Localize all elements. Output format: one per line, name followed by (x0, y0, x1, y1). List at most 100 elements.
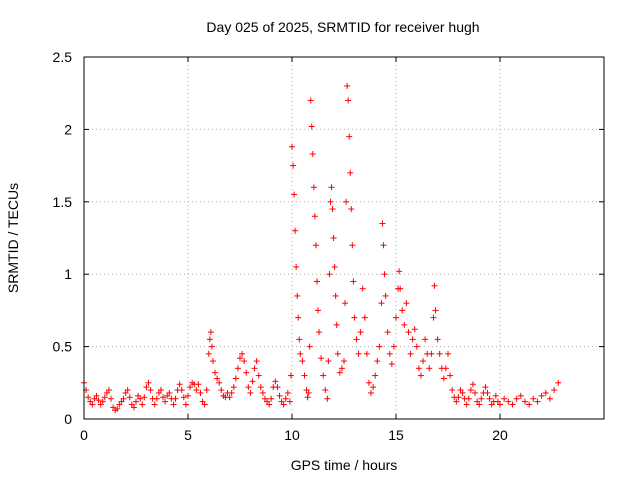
y-tick-label: 1 (64, 266, 72, 282)
data-point (357, 329, 364, 336)
data-point (440, 375, 447, 382)
data-point (381, 271, 388, 278)
data-point (551, 387, 558, 394)
data-point (331, 263, 338, 270)
data-point (326, 271, 333, 278)
data-point (320, 372, 327, 379)
x-tick-label: 20 (492, 427, 508, 443)
data-point (530, 395, 537, 402)
data-point (332, 292, 339, 299)
data-point (307, 97, 314, 104)
data-point (209, 358, 216, 365)
data-point (145, 379, 152, 386)
data-point (247, 389, 254, 396)
data-point (178, 387, 185, 394)
chart-title: Day 025 of 2025, SRMTID for receiver hug… (206, 19, 479, 35)
data-point (318, 355, 325, 362)
y-tick-label: 0.5 (53, 339, 73, 355)
data-point (353, 336, 360, 343)
y-tick-label: 1.5 (53, 194, 73, 210)
data-point (292, 227, 299, 234)
data-point (455, 394, 462, 401)
data-point (390, 343, 397, 350)
data-point (207, 329, 214, 336)
data-point (280, 401, 287, 408)
axis-ticks: 0 5 10 15 20 0 0.5 1 1.5 2 2.5 (53, 49, 604, 443)
data-point (160, 394, 167, 401)
data-point (141, 394, 148, 401)
data-point (417, 372, 424, 379)
data-point (276, 392, 283, 399)
x-tick-label: 5 (184, 427, 192, 443)
data-point (542, 389, 549, 396)
data-point (126, 394, 133, 401)
data-point (214, 375, 221, 382)
data-point (99, 398, 106, 405)
data-point (316, 329, 323, 336)
data-point (409, 336, 416, 343)
data-point (482, 384, 489, 391)
data-point (405, 329, 412, 336)
data-point (205, 350, 212, 357)
data-point (151, 401, 158, 408)
data-point (445, 350, 451, 357)
data-point (143, 384, 150, 391)
data-point (249, 378, 256, 385)
data-point (449, 387, 456, 394)
data-point (380, 242, 387, 249)
grid (84, 57, 604, 419)
y-tick-label: 2 (64, 121, 72, 137)
data-point (374, 358, 381, 365)
data-point (259, 389, 266, 396)
data-point (386, 350, 393, 357)
data-point (272, 378, 279, 385)
data-point (226, 394, 233, 401)
data-point (299, 358, 306, 365)
data-point (330, 235, 337, 241)
x-tick-label: 15 (388, 427, 404, 443)
data-point (463, 401, 470, 408)
data-point (484, 389, 491, 396)
data-point (486, 395, 493, 402)
data-point (274, 384, 281, 391)
data-point (434, 336, 441, 343)
data-point (436, 350, 443, 357)
data-point (432, 307, 439, 314)
data-point (290, 162, 297, 169)
data-point (334, 350, 341, 357)
data-point (459, 389, 466, 396)
data-point (501, 395, 508, 402)
data-point (415, 365, 422, 372)
data-point (301, 372, 308, 379)
data-point (338, 365, 345, 372)
data-point (105, 387, 112, 394)
data-point (237, 355, 243, 362)
data-point (526, 401, 533, 408)
data-point (351, 314, 358, 321)
data-point (411, 326, 418, 333)
data-point (469, 381, 476, 388)
data-point (505, 398, 512, 405)
data-point (347, 169, 354, 176)
data-point (324, 395, 331, 402)
data-point (420, 358, 427, 365)
data-point (453, 398, 460, 405)
data-point (348, 206, 355, 213)
data-point (329, 206, 336, 213)
data-point (388, 360, 395, 367)
data-point (426, 365, 433, 372)
data-point (472, 389, 479, 396)
data-point (232, 375, 239, 382)
data-point (172, 395, 179, 402)
x-tick-label: 10 (284, 427, 300, 443)
data-point (555, 379, 562, 386)
data-point (218, 387, 225, 394)
data-point (393, 314, 399, 321)
data-point (85, 394, 92, 401)
data-point (372, 372, 379, 379)
data-point (95, 397, 102, 404)
data-point (407, 350, 414, 357)
data-point (401, 321, 408, 328)
data-point (282, 395, 289, 402)
data-point (251, 365, 258, 372)
